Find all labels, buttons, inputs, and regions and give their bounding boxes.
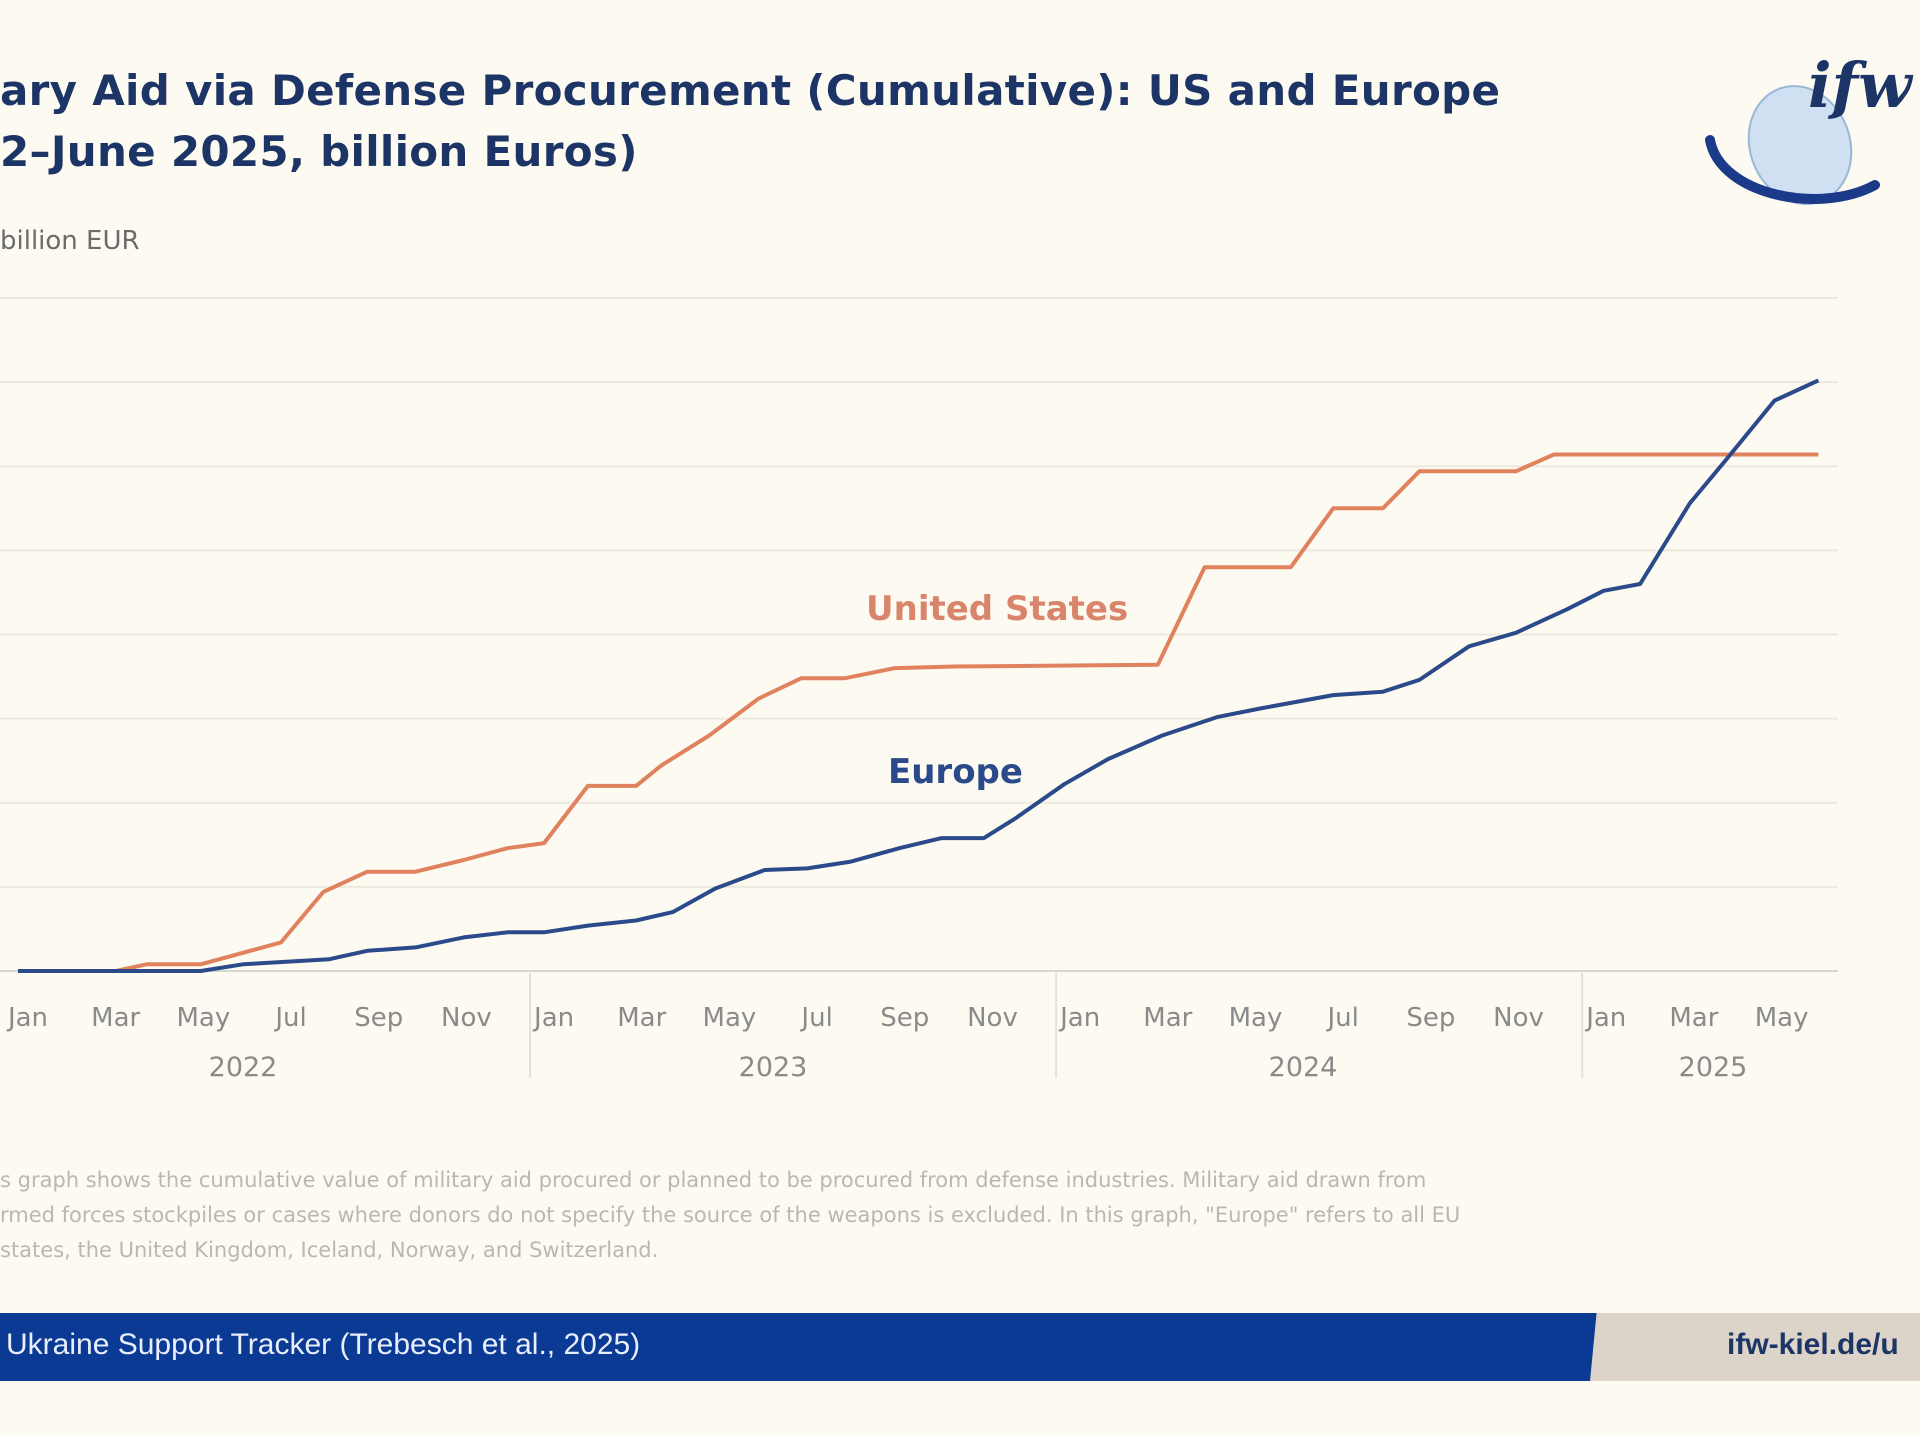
footer-url-panel bbox=[1590, 1313, 1920, 1381]
source-url-link[interactable]: ifw-kiel.de/u bbox=[1727, 1328, 1899, 1361]
x-tick-label: Jan bbox=[6, 1003, 48, 1033]
x-tick-label: May bbox=[1229, 1003, 1283, 1033]
series-label-europe: Europe bbox=[888, 752, 1023, 792]
year-label: 2022 bbox=[209, 1052, 278, 1083]
x-tick-label: Sep bbox=[880, 1003, 929, 1033]
x-tick-label: Jan bbox=[1584, 1003, 1626, 1033]
x-tick-label: Jul bbox=[1326, 1003, 1359, 1033]
chart-title-line-2: 2–June 2025, billion Euros) bbox=[0, 127, 638, 176]
x-axis-labels: Jan Mar May Jul Sep Nov Jan Mar May Jul Sep Nov Jan M… bbox=[6, 1003, 1809, 1083]
chart-title-line-1: ary Aid via Defense Procurement (Cumulat… bbox=[0, 66, 1501, 115]
y-axis-unit-label: billion EUR bbox=[0, 226, 140, 256]
x-tick-label: Jul bbox=[273, 1003, 306, 1033]
x-tick-label: Jan bbox=[532, 1003, 574, 1033]
year-label: 2025 bbox=[1679, 1052, 1748, 1083]
x-tick-label: Mar bbox=[1669, 1003, 1718, 1033]
source-citation: Ukraine Support Tracker (Trebesch et al.… bbox=[6, 1328, 641, 1361]
footnote-line-3: states, the United Kingdom, Iceland, Nor… bbox=[0, 1238, 659, 1262]
x-tick-label: Sep bbox=[1406, 1003, 1455, 1033]
x-tick-label: Mar bbox=[1143, 1003, 1192, 1033]
year-label: 2023 bbox=[739, 1052, 808, 1083]
x-tick-label: Nov bbox=[967, 1003, 1018, 1033]
year-separators bbox=[529, 973, 1584, 1078]
x-tick-label: May bbox=[703, 1003, 757, 1033]
ifw-logo: ifw bbox=[1705, 49, 1914, 205]
x-tick-label: Nov bbox=[1493, 1003, 1544, 1033]
x-tick-label: Mar bbox=[91, 1003, 140, 1033]
series-line-europe bbox=[18, 378, 1820, 973]
footnote-line-2: rmed forces stockpiles or cases where do… bbox=[0, 1203, 1461, 1227]
x-tick-label: May bbox=[1755, 1003, 1809, 1033]
x-tick-label: Jul bbox=[799, 1003, 832, 1033]
x-tick-label: Sep bbox=[354, 1003, 403, 1033]
x-tick-label: May bbox=[176, 1003, 230, 1033]
series-lines bbox=[18, 378, 1820, 973]
gridlines bbox=[0, 297, 1838, 972]
x-tick-label: Jan bbox=[1058, 1003, 1100, 1033]
footer-bar bbox=[0, 1313, 1610, 1381]
x-tick-label: Nov bbox=[441, 1003, 492, 1033]
series-label-united-states: United States bbox=[866, 589, 1128, 629]
year-label: 2024 bbox=[1269, 1052, 1338, 1083]
series-line-united-states bbox=[18, 452, 1819, 973]
footnote-line-1: s graph shows the cumulative value of mi… bbox=[0, 1168, 1427, 1192]
logo-text: ifw bbox=[1808, 49, 1914, 122]
x-tick-label: Mar bbox=[617, 1003, 666, 1033]
line-chart: Jan Mar May Jul Sep Nov Jan Mar May Jul Sep Nov Jan M… bbox=[0, 297, 1838, 1083]
